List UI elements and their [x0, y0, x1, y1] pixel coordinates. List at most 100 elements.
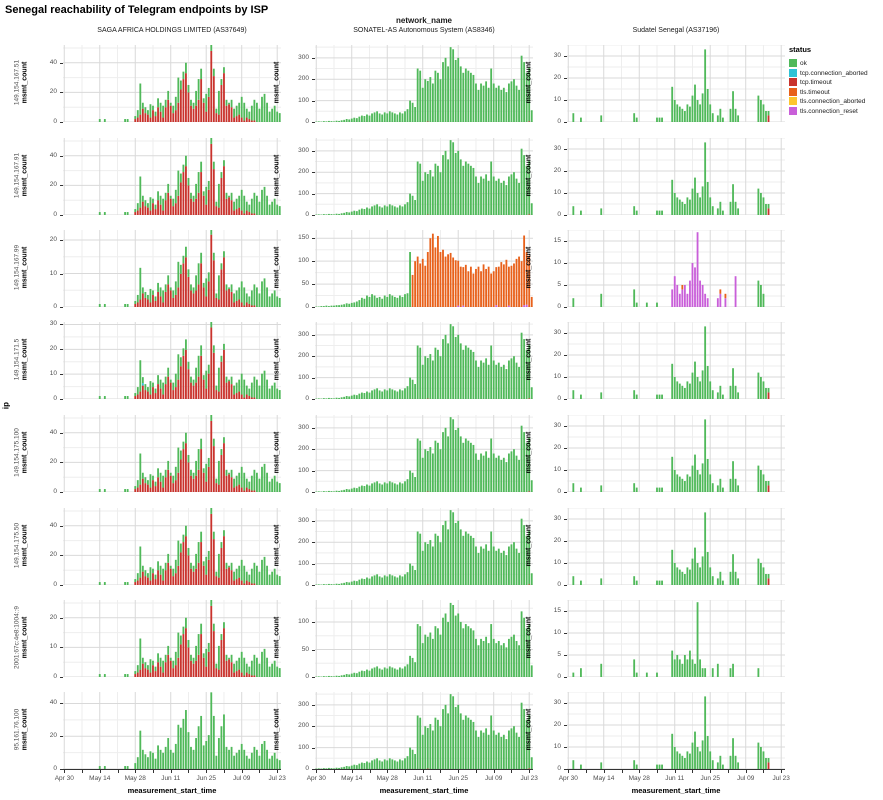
- bar-segment-ok: [273, 198, 276, 215]
- bar-segment-tls.timeout: [492, 271, 495, 307]
- bar-segment-ok: [263, 463, 266, 492]
- bar-segment-ok: [421, 457, 424, 492]
- bar-segment-ok: [360, 392, 363, 399]
- bar-segment-ok: [386, 296, 389, 307]
- x-tick-label: Jul 23: [268, 775, 286, 782]
- bar-segment-ok: [195, 460, 197, 476]
- bar-segment-ok: [429, 77, 432, 122]
- bar-segment-ok: [393, 668, 396, 677]
- bar-segment-tcp.timeout: [167, 376, 170, 399]
- bar-segment-ok: [475, 453, 477, 492]
- bar-segment-tcp.timeout: [197, 192, 200, 215]
- bar-segment-ok: [371, 113, 373, 122]
- bar-segment-ok: [360, 670, 363, 677]
- legend-swatch-icon: [789, 87, 797, 96]
- bar-segment-ok: [701, 186, 704, 215]
- bar-segment-ok: [689, 106, 691, 122]
- bar-segment-ok: [250, 752, 253, 769]
- bar-segment-ok: [253, 654, 256, 676]
- bar-segment-ok: [472, 351, 475, 399]
- bar-segment-ok: [386, 113, 389, 122]
- panel-r6-c1: [315, 600, 533, 678]
- bar-segment-ok: [353, 487, 356, 492]
- bar-segment-ok: [721, 394, 724, 399]
- bar-segment-ok: [701, 668, 704, 677]
- bar-segment-ok: [328, 306, 330, 307]
- bar-segment-tcp.timeout: [248, 396, 251, 399]
- bar-segment-ok: [767, 111, 770, 116]
- y-tick-mark: [564, 78, 567, 79]
- bar-segment-tcp.timeout: [228, 567, 230, 585]
- bar-segment-tcp.timeout: [200, 634, 203, 677]
- bar-segment-ok: [136, 387, 139, 395]
- facet-row-label: 149.154.167.91: [13, 152, 21, 198]
- bar-segment-ok: [157, 653, 159, 663]
- bar-segment-ok: [765, 481, 767, 492]
- bar-segment-ok: [452, 326, 455, 399]
- bar-segment-tcp.timeout: [217, 484, 220, 492]
- bar-segment-ok: [266, 657, 268, 677]
- bar-segment-ok: [245, 108, 248, 118]
- bar-segment-ok: [256, 195, 258, 215]
- bar-segment-ok: [482, 732, 485, 769]
- bar-segment-tcp.timeout: [245, 487, 248, 492]
- bar-segment-ok: [228, 195, 230, 198]
- bar-segment-ok: [205, 648, 208, 667]
- bar-segment-ok: [681, 108, 684, 122]
- bar-segment-ok: [182, 164, 185, 173]
- bar-segment-ok: [580, 668, 582, 677]
- bar-segment-ok: [139, 176, 142, 208]
- bar-segment-ok: [580, 394, 582, 399]
- bar-segment-ok: [212, 531, 215, 540]
- bar-segment-tcp.timeout: [147, 669, 149, 677]
- bar-segment-tcp.timeout: [157, 477, 159, 492]
- bar-segment-ok: [328, 213, 330, 215]
- bar-segment-ok: [245, 385, 248, 395]
- bar-segment-ok: [396, 669, 399, 677]
- bar-segment-ok: [513, 356, 515, 399]
- bar-segment-ok: [353, 302, 356, 307]
- bar-segment-ok: [261, 281, 263, 307]
- bar-segment-ok: [393, 296, 396, 307]
- bar-segment-tcp.timeout: [147, 484, 149, 492]
- bar-segment-ok: [635, 487, 638, 492]
- bar-segment-tcp.timeout: [212, 352, 215, 399]
- bar-segment-ok: [134, 209, 137, 213]
- y-tick-label: 10: [49, 370, 57, 378]
- bar-segment-ok: [467, 70, 470, 122]
- bar-segment-ok: [212, 623, 215, 632]
- y-axis-title: msmt_count: [21, 431, 29, 473]
- y-tick-label: 20: [49, 732, 57, 740]
- x-tick-mark: [206, 770, 208, 773]
- bar-segment-ok: [691, 372, 694, 399]
- bar-segment-ok: [401, 390, 404, 399]
- bar-segment-tcp.timeout: [220, 177, 223, 215]
- bar-segment-ok: [358, 209, 361, 215]
- bar-segment-ok: [409, 563, 411, 585]
- bar-segment-ok: [678, 753, 681, 769]
- bar-segment-ok: [250, 475, 253, 491]
- bar-segment-ok: [238, 749, 241, 769]
- bar-segment-ok: [635, 394, 638, 399]
- bar-segment-ok: [192, 195, 195, 202]
- bar-segment-ok: [335, 397, 338, 399]
- bar-segment-tcp.timeout: [528, 768, 531, 769]
- bar-segment-tcp.timeout: [205, 388, 208, 399]
- bar-segment-ok: [737, 762, 740, 769]
- y-tick-mark: [60, 617, 63, 619]
- bar-segment-tcp.timeout: [197, 284, 200, 307]
- bar-segment-ok: [391, 759, 394, 770]
- bar-segment-ok: [518, 645, 520, 677]
- legend-swatch-icon: [789, 78, 797, 86]
- bar-segment-ok: [238, 472, 241, 485]
- bar-segment-ok: [217, 645, 220, 670]
- bar-segment-tcp.timeout: [225, 290, 228, 307]
- bar-segment-ok: [495, 550, 498, 585]
- bar-segment-tcp.timeout: [212, 539, 215, 585]
- bar-segment-ok: [207, 180, 210, 190]
- bar-segment-ok: [658, 487, 661, 492]
- bar-segment-tcp.timeout: [250, 305, 253, 307]
- bar-segment-ok: [169, 102, 172, 106]
- bar-segment-ok: [233, 108, 236, 118]
- bar-segment-ok: [245, 571, 248, 581]
